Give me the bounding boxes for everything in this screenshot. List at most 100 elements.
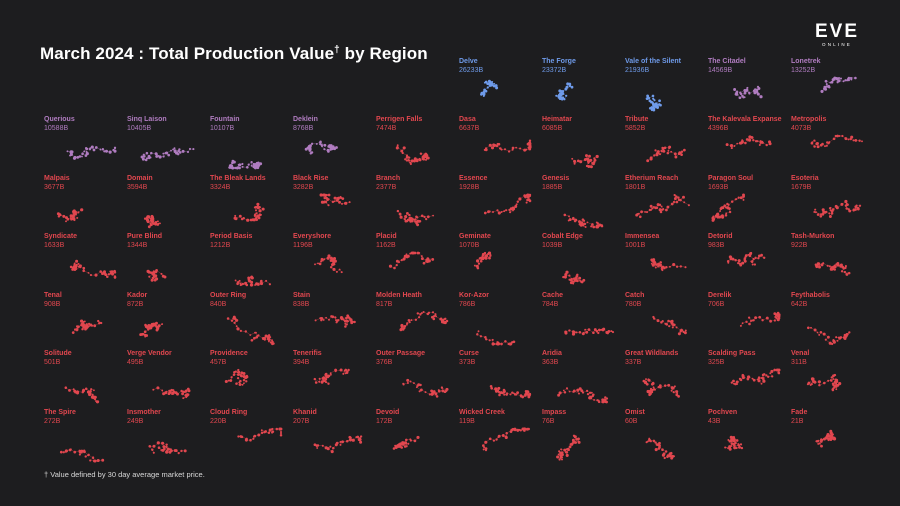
system-dot: [234, 214, 237, 217]
system-dot: [484, 335, 487, 339]
system-dot: [756, 92, 760, 96]
region-map: [146, 269, 167, 282]
system-dot: [415, 386, 418, 389]
system-dot: [776, 311, 780, 314]
system-dot: [810, 383, 813, 386]
system-dot: [819, 214, 823, 218]
system-dot: [751, 260, 754, 263]
system-dot: [260, 431, 264, 434]
system-dot: [568, 390, 571, 393]
system-dot: [746, 86, 749, 89]
system-dot: [350, 319, 354, 323]
system-dot: [327, 382, 330, 385]
system-dot: [327, 193, 331, 196]
region-tile-devoid: Devoid 172B: [376, 409, 456, 465]
system-dot: [836, 339, 839, 342]
system-dot: [398, 444, 401, 447]
system-dot: [396, 146, 399, 149]
system-dot: [406, 381, 409, 385]
system-dot: [668, 324, 671, 327]
region-map: [711, 193, 745, 222]
region-name: Cobalt Edge: [542, 233, 583, 240]
region-value: 207B: [293, 417, 310, 425]
system-dot: [659, 261, 662, 264]
system-dot: [245, 165, 249, 169]
system-dot: [394, 444, 397, 447]
system-dot: [151, 276, 155, 280]
system-dot: [670, 456, 674, 460]
system-dot: [267, 340, 270, 342]
region-value: 784B: [542, 300, 559, 308]
system-dot: [762, 377, 765, 380]
region-value: 8768B: [293, 125, 314, 132]
system-dot: [605, 397, 609, 400]
system-dot: [658, 99, 661, 103]
system-dot: [507, 342, 510, 345]
region-value: 21936B: [625, 67, 650, 74]
system-dot: [833, 385, 836, 389]
system-dot: [326, 256, 330, 260]
system-dot: [578, 219, 581, 223]
system-dot: [568, 214, 570, 217]
system-dot: [735, 438, 739, 442]
system-dot: [250, 280, 254, 284]
system-dot: [663, 266, 666, 269]
footnote: † Value defined by 30 day average market…: [44, 470, 205, 479]
system-dot: [839, 265, 842, 268]
system-dot: [825, 83, 828, 86]
region-value: 786B: [459, 300, 476, 308]
system-dot: [819, 439, 823, 443]
system-dot: [824, 79, 828, 83]
region-value: 1344B: [127, 242, 148, 249]
system-dot: [229, 379, 233, 383]
system-dot: [649, 387, 653, 391]
system-dot: [646, 439, 649, 442]
region-tile-esoteria: Esoteria 1679B: [791, 175, 871, 231]
system-dot: [749, 251, 753, 255]
system-dot: [239, 329, 243, 332]
system-dot: [566, 447, 570, 451]
system-dot: [235, 216, 238, 219]
system-dot: [72, 156, 77, 160]
system-dot: [832, 137, 836, 141]
system-dot: [528, 392, 532, 396]
region-name: Sinq Laison: [127, 116, 167, 123]
system-dot: [831, 207, 835, 211]
system-dot: [845, 272, 849, 276]
system-dot: [562, 275, 565, 279]
system-dot: [335, 270, 338, 273]
system-dot: [820, 89, 824, 93]
system-dot: [660, 266, 663, 269]
system-dot: [826, 335, 830, 339]
system-dot: [329, 372, 332, 375]
system-dot: [406, 321, 409, 324]
region-tile-the-bleak-lands: The Bleak Lands 3324B: [210, 175, 290, 231]
system-dot: [813, 210, 816, 213]
system-dot: [148, 326, 151, 329]
region-tile-geminate: Geminate 1070B: [459, 233, 539, 289]
system-dot: [344, 322, 347, 325]
region-map-links: [740, 312, 780, 326]
system-dot: [240, 435, 244, 438]
region-tile-solitude: Solitude 501B: [44, 350, 124, 406]
system-dot: [314, 263, 316, 266]
region-map-links: [402, 380, 448, 397]
system-dot: [558, 449, 561, 452]
system-dot: [184, 389, 188, 393]
system-dot: [719, 207, 722, 210]
region-map-systems: [392, 435, 420, 450]
system-dot: [233, 371, 236, 374]
system-dot: [479, 334, 483, 337]
system-dot: [653, 154, 656, 157]
system-dot: [678, 151, 682, 155]
system-dot: [580, 280, 584, 284]
system-dot: [79, 451, 82, 454]
system-dot: [728, 255, 732, 259]
region-tile-lonetrek: Lonetrek 13252B: [791, 58, 871, 114]
system-dot: [832, 338, 836, 342]
system-dot: [326, 446, 330, 450]
system-dot: [595, 155, 599, 158]
system-dot: [817, 380, 821, 384]
system-dot: [754, 256, 757, 259]
system-dot: [673, 152, 677, 156]
